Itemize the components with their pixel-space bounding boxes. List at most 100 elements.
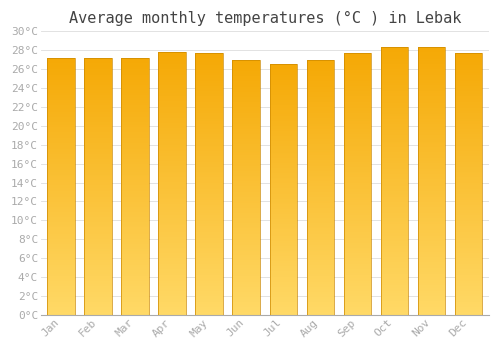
Bar: [454, 243, 482, 244]
Bar: [380, 175, 408, 177]
Bar: [48, 175, 75, 176]
Bar: [122, 194, 149, 195]
Bar: [270, 104, 297, 105]
Bar: [84, 252, 112, 253]
Bar: [84, 124, 112, 125]
Bar: [454, 115, 482, 116]
Bar: [232, 112, 260, 113]
Bar: [122, 82, 149, 84]
Bar: [158, 84, 186, 85]
Bar: [84, 143, 112, 144]
Bar: [232, 167, 260, 168]
Bar: [380, 305, 408, 307]
Bar: [418, 64, 446, 65]
Bar: [122, 236, 149, 238]
Bar: [344, 119, 371, 120]
Bar: [158, 266, 186, 267]
Bar: [122, 67, 149, 68]
Bar: [306, 261, 334, 262]
Bar: [158, 279, 186, 281]
Bar: [196, 113, 223, 115]
Bar: [380, 250, 408, 252]
Bar: [418, 281, 446, 282]
Bar: [122, 204, 149, 205]
Bar: [418, 182, 446, 183]
Bar: [306, 278, 334, 279]
Bar: [122, 130, 149, 131]
Bar: [48, 171, 75, 172]
Bar: [122, 254, 149, 256]
Bar: [158, 283, 186, 285]
Bar: [48, 252, 75, 253]
Bar: [196, 303, 223, 304]
Bar: [84, 204, 112, 205]
Bar: [122, 193, 149, 194]
Bar: [306, 164, 334, 166]
Bar: [84, 153, 112, 154]
Bar: [270, 177, 297, 178]
Bar: [158, 156, 186, 157]
Bar: [454, 174, 482, 175]
Bar: [232, 266, 260, 267]
Bar: [418, 269, 446, 271]
Bar: [306, 149, 334, 150]
Bar: [418, 156, 446, 158]
Bar: [48, 189, 75, 190]
Bar: [306, 308, 334, 310]
Bar: [158, 59, 186, 60]
Bar: [158, 308, 186, 309]
Bar: [306, 187, 334, 189]
Bar: [196, 291, 223, 293]
Bar: [232, 239, 260, 241]
Bar: [418, 219, 446, 221]
Bar: [418, 206, 446, 208]
Bar: [84, 263, 112, 265]
Bar: [232, 169, 260, 171]
Bar: [270, 141, 297, 143]
Bar: [122, 288, 149, 289]
Bar: [454, 169, 482, 171]
Bar: [232, 124, 260, 125]
Bar: [454, 111, 482, 112]
Bar: [232, 131, 260, 132]
Bar: [270, 205, 297, 207]
Bar: [270, 188, 297, 189]
Bar: [380, 295, 408, 296]
Bar: [454, 171, 482, 172]
Bar: [158, 278, 186, 279]
Bar: [454, 253, 482, 254]
Bar: [344, 268, 371, 269]
Bar: [84, 127, 112, 128]
Bar: [380, 63, 408, 64]
Bar: [84, 81, 112, 82]
Bar: [270, 77, 297, 79]
Bar: [418, 221, 446, 222]
Bar: [270, 167, 297, 168]
Bar: [196, 119, 223, 120]
Bar: [454, 156, 482, 158]
Bar: [48, 276, 75, 278]
Bar: [344, 102, 371, 103]
Bar: [48, 203, 75, 204]
Bar: [270, 208, 297, 209]
Bar: [84, 152, 112, 153]
Bar: [48, 281, 75, 282]
Bar: [270, 80, 297, 81]
Bar: [48, 127, 75, 128]
Bar: [158, 162, 186, 164]
Bar: [306, 97, 334, 98]
Bar: [418, 171, 446, 173]
Bar: [454, 78, 482, 79]
Bar: [48, 76, 75, 77]
Bar: [84, 113, 112, 114]
Bar: [196, 68, 223, 69]
Bar: [48, 218, 75, 220]
Bar: [158, 90, 186, 92]
Bar: [454, 220, 482, 222]
Bar: [306, 194, 334, 195]
Bar: [84, 190, 112, 191]
Bar: [306, 72, 334, 74]
Bar: [418, 236, 446, 237]
Bar: [306, 103, 334, 104]
Bar: [48, 249, 75, 251]
